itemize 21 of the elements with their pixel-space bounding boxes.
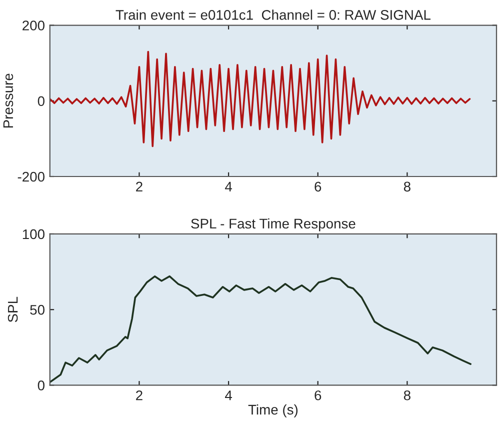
y-axis-title: Pressure xyxy=(3,74,14,128)
y-axis-title: SPL xyxy=(8,296,18,322)
y-tick-label: 100 xyxy=(22,229,44,240)
y-tick-label: 200 xyxy=(22,20,44,30)
x-axis-title: Time (s) xyxy=(248,404,298,418)
x-tick-label: 6 xyxy=(314,390,322,400)
x-tick-label: 2 xyxy=(136,390,142,400)
y-tick-label: 0 xyxy=(38,96,44,106)
x-tick-label: 8 xyxy=(404,182,410,192)
chart-title: Train event = e0101c1 Channel = 0: RAW SIGNAL xyxy=(116,10,430,20)
x-tick-label: 4 xyxy=(225,182,232,192)
chart-title: SPL - Fast Time Response xyxy=(191,218,356,232)
x-tick-label: 8 xyxy=(404,390,410,400)
x-tick-label: 6 xyxy=(314,182,322,192)
line-series xyxy=(50,50,471,148)
y-tick-label: -200 xyxy=(18,172,44,182)
y-tick-label: 0 xyxy=(38,380,44,390)
y-tick-label: 50 xyxy=(30,304,44,315)
x-tick-label: 4 xyxy=(225,390,232,400)
x-tick-label: 2 xyxy=(136,182,142,192)
line-series xyxy=(50,275,472,384)
